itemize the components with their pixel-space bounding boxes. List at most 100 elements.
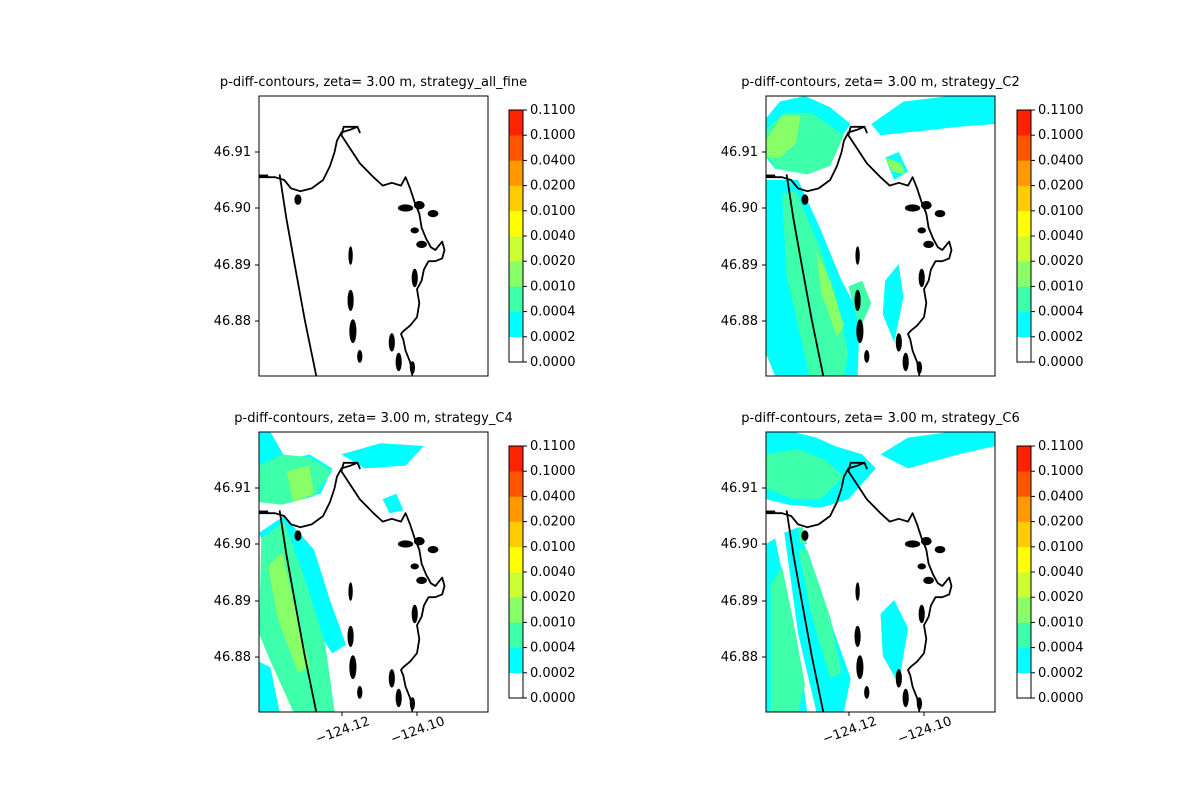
x-tick-label: −124.12 (314, 714, 372, 747)
island-shape (397, 204, 414, 212)
island-shape (427, 210, 439, 218)
colorbar-label: 0.0200 (1038, 515, 1084, 530)
island-shape (917, 227, 926, 234)
colorbar-segment (1017, 597, 1031, 623)
colorbar-label: 0.1000 (1038, 464, 1084, 479)
y-tick-label: 46.88 (721, 314, 758, 329)
colorbar-label: 0.0040 (530, 229, 576, 244)
colorbar-label: 0.1100 (530, 439, 576, 454)
island-shape (397, 540, 414, 548)
island-shape (357, 686, 363, 699)
contour-region (770, 566, 805, 712)
colorbar-segment (1017, 521, 1031, 548)
colorbar-segment (509, 572, 523, 598)
y-tick-label: 46.89 (214, 594, 251, 609)
island-shape (902, 352, 909, 372)
island-shape (920, 537, 932, 546)
colorbar-label: 0.0200 (530, 179, 576, 194)
colorbar-segment (509, 336, 523, 363)
island-shape (904, 204, 921, 212)
contour-region (259, 661, 280, 712)
island-shape (856, 655, 864, 680)
colorbar-segment (509, 311, 523, 338)
island-shape (395, 352, 402, 372)
colorbar-label: 0.0040 (1038, 229, 1084, 244)
colorbar-label: 0.0004 (530, 305, 576, 320)
contour-region (782, 191, 849, 376)
colorbar-label: 0.0002 (530, 666, 576, 681)
subplot-1: p-diff-contours, zeta= 3.00 m, strategy_… (214, 75, 576, 377)
island-shape (855, 246, 860, 265)
y-tick-label: 46.91 (721, 481, 758, 496)
subplot-3: p-diff-contours, zeta= 3.00 m, strategy_… (214, 411, 576, 747)
island-shape (416, 240, 427, 248)
subplot-title: p-diff-contours, zeta= 3.00 m, strategy_… (234, 411, 512, 426)
island-shape (410, 563, 419, 570)
coastline (766, 461, 953, 712)
colorbar-segment (509, 622, 523, 648)
colorbar-label: 0.1000 (530, 464, 576, 479)
island-shape (411, 604, 418, 624)
colorbar-segment (509, 286, 523, 312)
island-shape (347, 625, 354, 648)
colorbar-label: 0.1100 (1038, 103, 1084, 118)
contour-region (382, 493, 404, 514)
contour-region (816, 250, 844, 337)
axes-frame (258, 95, 489, 377)
island-shape (902, 688, 909, 708)
colorbar-label: 0.0200 (530, 515, 576, 530)
axes-frame (258, 431, 489, 713)
colorbar-label: 0.0002 (1038, 666, 1084, 681)
island-shape (348, 582, 353, 601)
x-tick-label: −124.10 (389, 714, 447, 747)
contour-region (766, 115, 801, 158)
island-shape (917, 563, 926, 570)
island-shape (864, 350, 870, 363)
colorbar-label: 0.0040 (1038, 565, 1084, 580)
colorbar-segment (1017, 210, 1031, 237)
island-shape (934, 546, 946, 554)
coastline (259, 125, 446, 376)
colorbar-segment (1017, 160, 1031, 186)
island-shape (904, 540, 921, 548)
colorbar-label: 0.0010 (530, 279, 576, 294)
subplot-title: p-diff-contours, zeta= 3.00 m, strategy_… (741, 411, 1019, 426)
colorbar-label: 0.0020 (1038, 254, 1084, 269)
y-tick-label: 46.90 (721, 201, 758, 216)
colorbar-label: 0.0000 (530, 355, 576, 370)
island-shape (916, 697, 923, 710)
colorbar-label: 0.1100 (530, 103, 576, 118)
colorbar-label: 0.1000 (530, 128, 576, 143)
colorbar-segment (1017, 496, 1031, 522)
island-shape (416, 576, 427, 585)
axes-frame (765, 95, 996, 377)
contour-layer (766, 96, 995, 376)
contour-region (286, 465, 314, 502)
colorbar-segment (1017, 546, 1031, 573)
island-shape (934, 210, 946, 218)
y-tick-label: 46.90 (214, 201, 251, 216)
colorbar-segment (1017, 336, 1031, 363)
island-shape (348, 246, 353, 265)
subplot-4: p-diff-contours, zeta= 3.00 m, strategy_… (721, 411, 1084, 747)
contour-layer (259, 125, 446, 376)
island-shape (349, 319, 357, 344)
coastline (259, 461, 446, 712)
contour-region (882, 264, 904, 343)
colorbar-segment (509, 160, 523, 186)
colorbar-segment (1017, 185, 1031, 212)
island-shape (409, 361, 416, 374)
contour-region (798, 549, 842, 679)
island-shape (801, 194, 809, 205)
coastline (785, 510, 825, 712)
axes-background (259, 96, 488, 376)
colorbar-segment (509, 496, 523, 522)
colorbar-label: 0.0010 (1038, 279, 1084, 294)
colorbar-segment (1017, 446, 1031, 472)
island-shape (410, 227, 419, 234)
contour-region (341, 443, 424, 469)
colorbar-label: 0.0004 (530, 641, 576, 656)
colorbar-segment (1017, 110, 1031, 136)
coastline (278, 174, 318, 376)
